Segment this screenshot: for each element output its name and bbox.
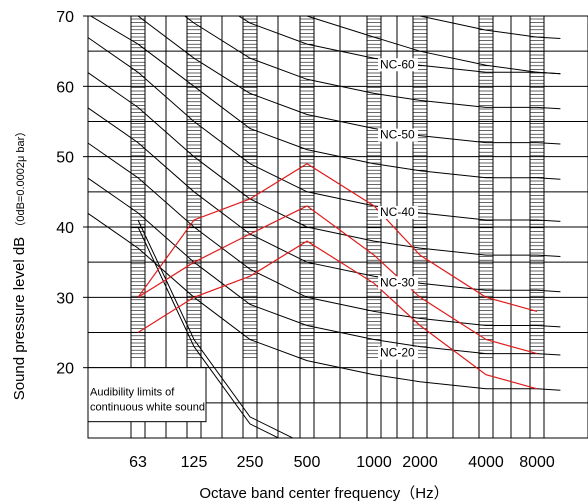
- x-tick-label-500: 500: [294, 454, 321, 471]
- y-tick-label-60: 60: [56, 79, 74, 96]
- nc-label-nc-30: NC-30: [380, 275, 415, 289]
- nc-curve-nc-40: [88, 36, 561, 222]
- y-tick-label-30: 30: [56, 290, 74, 307]
- nc-curve-nc-60: [237, 16, 561, 75]
- audibility-note-line-1: continuous white sound: [90, 402, 205, 414]
- nc-curve-nc-30: [88, 107, 561, 293]
- audibility-curve-1: [137, 226, 280, 438]
- nc-label-bg: [378, 205, 418, 219]
- nc-label-bg: [378, 346, 418, 360]
- y-tick-label-50: 50: [56, 150, 74, 167]
- y-axis-title: Sound pressure level dB （0dB=0.0002μ bar…: [11, 126, 28, 401]
- x-tick-label-63: 63: [129, 454, 147, 471]
- measured-spectrum-0: [137, 162, 538, 312]
- nc-curve-11: [88, 142, 561, 328]
- y-axis-title-sub: （0dB=0.0002μ bar）: [14, 126, 27, 233]
- nc-label-nc-40: NC-40: [380, 205, 415, 219]
- nc-curve-1: [81, 0, 560, 3]
- x-tick-label-8000: 8000: [519, 454, 555, 471]
- nc-label-nc-20: NC-20: [380, 346, 415, 360]
- nc-curve-2: [418, 16, 561, 39]
- audibility-note-line-0: Audibility limits of: [90, 387, 175, 399]
- audibility-note-box: [87, 367, 207, 423]
- nc-curve-nc-20: [88, 177, 561, 356]
- x-tick-label-1000: 1000: [356, 454, 392, 471]
- x-axis-title: Octave band center frequency（Hz）: [199, 485, 448, 502]
- measured-spectrum-1: [137, 205, 538, 355]
- x-tick-label-4000: 4000: [468, 454, 504, 471]
- nc-label-bg: [378, 58, 418, 72]
- y-tick-label-40: 40: [56, 220, 74, 237]
- x-tick-label-250: 250: [237, 454, 264, 471]
- nc-label-nc-50: NC-50: [380, 128, 415, 142]
- nc-curve-9: [88, 72, 561, 257]
- nc-label-nc-60: NC-60: [380, 57, 415, 71]
- y-tick-label-70: 70: [56, 9, 74, 26]
- measured-spectrum-2: [137, 240, 538, 390]
- nc-label-bg: [378, 276, 418, 290]
- nc-curve-5: [183, 16, 561, 110]
- x-tick-label-125: 125: [181, 454, 208, 471]
- y-axis-title-main: Sound pressure level dB: [11, 237, 28, 400]
- y-tick-label-20: 20: [56, 361, 74, 378]
- nc-curve-nc-50: [137, 16, 561, 145]
- x-tick-label-2000: 2000: [402, 454, 438, 471]
- nc-curve-7: [89, 16, 561, 180]
- nc-label-bg: [378, 128, 418, 142]
- nc-curve-13: [88, 212, 561, 391]
- nc-curve-3: [305, 16, 561, 75]
